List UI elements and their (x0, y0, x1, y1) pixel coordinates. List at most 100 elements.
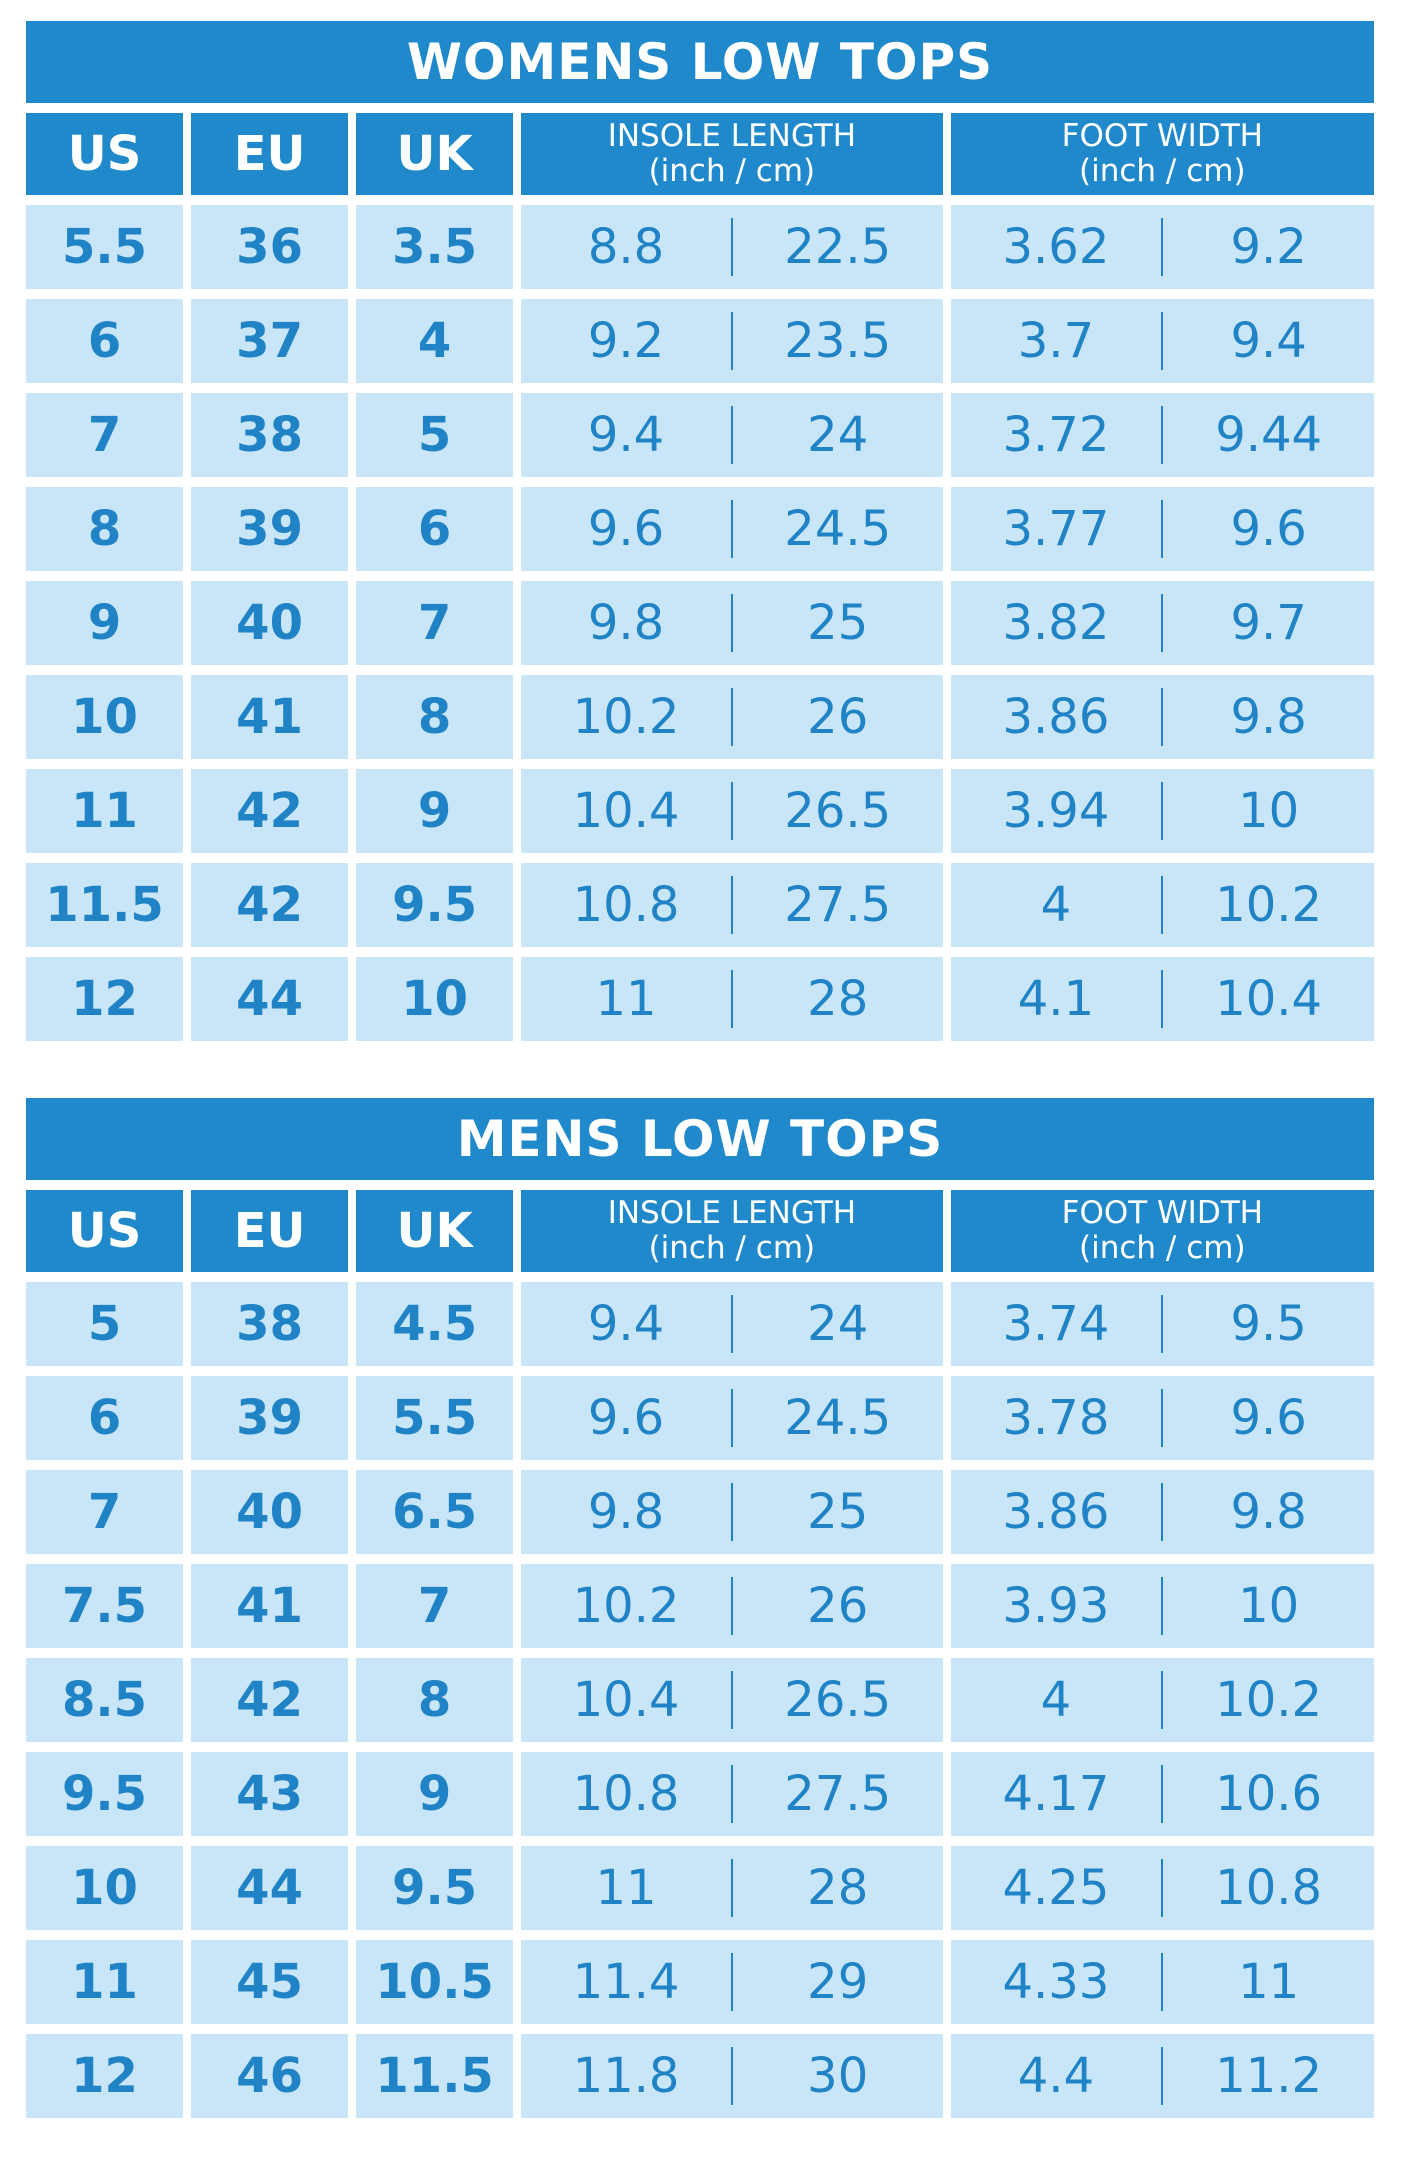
header-eu: EU (191, 113, 349, 195)
header-insole-unit: (inch / cm) (648, 153, 816, 189)
divider (730, 594, 733, 652)
insole-inch: 8.8 (587, 219, 665, 275)
divider (730, 688, 733, 746)
width-cm: 10.4 (1215, 971, 1323, 1027)
divider (1161, 782, 1164, 840)
insole-cm: 26.5 (784, 783, 892, 839)
table-row: 8.5 42 8 10.4 26.5 4 10.2 (26, 1658, 1374, 1742)
insole-cm: 25 (807, 1484, 869, 1540)
cell-foot-width: 3.93 10 (950, 1564, 1374, 1648)
cell-foot-width: 3.62 9.2 (950, 205, 1374, 289)
cell-uk: 9.5 (356, 1846, 514, 1930)
insole-inch: 11.8 (572, 2048, 680, 2104)
header-uk: UK (356, 113, 514, 195)
cell-us: 5 (26, 1282, 184, 1366)
cell-eu: 39 (191, 1376, 349, 1460)
cell-eu: 38 (191, 393, 349, 477)
width-cm: 11.2 (1215, 2048, 1323, 2104)
cell-insole-length: 9.8 25 (521, 1470, 943, 1554)
cell-insole-length: 10.8 27.5 (521, 863, 943, 947)
table-row: 10 41 8 10.2 26 3.86 9.8 (26, 675, 1374, 759)
insole-cm: 30 (807, 2048, 869, 2104)
cell-us: 6 (26, 299, 184, 383)
width-cm: 9.4 (1230, 313, 1307, 369)
cell-us: 11.5 (26, 863, 184, 947)
divider (730, 218, 733, 276)
divider (730, 1765, 733, 1823)
cell-us: 9.5 (26, 1752, 184, 1836)
cell-us: 9 (26, 581, 184, 665)
divider (1161, 876, 1164, 934)
width-inch: 3.86 (1002, 689, 1110, 745)
cell-us: 5.5 (26, 205, 184, 289)
cell-insole-length: 10.4 26.5 (521, 769, 943, 853)
cell-insole-length: 11.4 29 (521, 1940, 943, 2024)
table-row: 9.5 43 9 10.8 27.5 4.17 10.6 (26, 1752, 1374, 1836)
header-row: US EU UK INSOLE LENGTH (inch / cm) FOOT … (26, 1190, 1374, 1272)
divider (1161, 1859, 1164, 1917)
insole-inch: 10.4 (572, 1672, 680, 1728)
cell-insole-length: 10.2 26 (521, 675, 943, 759)
width-cm: 10 (1238, 783, 1300, 839)
divider (1161, 1765, 1164, 1823)
insole-cm: 24.5 (784, 1390, 892, 1446)
table-title: MENS LOW TOPS (26, 1098, 1374, 1180)
width-inch: 3.86 (1002, 1484, 1110, 1540)
header-us: US (26, 1190, 184, 1272)
cell-eu: 40 (191, 581, 349, 665)
width-inch: 4 (1040, 1672, 1072, 1728)
cell-uk: 10.5 (356, 1940, 514, 2024)
cell-foot-width: 4 10.2 (950, 1658, 1374, 1742)
insole-inch: 9.4 (587, 1296, 665, 1352)
width-inch: 3.62 (1002, 219, 1110, 275)
width-cm: 10 (1238, 1578, 1300, 1634)
width-inch: 3.74 (1002, 1296, 1110, 1352)
width-inch: 3.78 (1002, 1390, 1110, 1446)
header-width-label: FOOT WIDTH (1061, 118, 1263, 154)
divider (1161, 500, 1164, 558)
cell-us: 10 (26, 675, 184, 759)
table-row: 10 44 9.5 11 28 4.25 10.8 (26, 1846, 1374, 1930)
width-cm: 9.8 (1230, 689, 1307, 745)
cell-eu: 45 (191, 1940, 349, 2024)
womens-size-table: WOMENS LOW TOPS US EU UK INSOLE LENGTH (… (26, 21, 1374, 1041)
cell-insole-length: 9.6 24.5 (521, 487, 943, 571)
table-row: 11 42 9 10.4 26.5 3.94 10 (26, 769, 1374, 853)
cell-eu: 41 (191, 675, 349, 759)
cell-eu: 37 (191, 299, 349, 383)
header-insole-unit: (inch / cm) (648, 1230, 816, 1266)
width-cm: 9.2 (1230, 219, 1307, 275)
cell-insole-length: 9.2 23.5 (521, 299, 943, 383)
insole-inch: 9.6 (587, 1390, 665, 1446)
cell-uk: 10 (356, 957, 514, 1041)
cell-insole-length: 10.2 26 (521, 1564, 943, 1648)
cell-uk: 6 (356, 487, 514, 571)
header-eu: EU (191, 1190, 349, 1272)
width-cm: 10.2 (1215, 877, 1323, 933)
table-row: 12 46 11.5 11.8 30 4.4 11.2 (26, 2034, 1374, 2118)
table-row: 11 45 10.5 11.4 29 4.33 11 (26, 1940, 1374, 2024)
insole-inch: 10.8 (572, 1766, 680, 1822)
cell-uk: 4.5 (356, 1282, 514, 1366)
cell-insole-length: 8.8 22.5 (521, 205, 943, 289)
divider (1161, 406, 1164, 464)
cell-uk: 4 (356, 299, 514, 383)
cell-insole-length: 10.8 27.5 (521, 1752, 943, 1836)
divider (730, 970, 733, 1028)
table-row: 7 40 6.5 9.8 25 3.86 9.8 (26, 1470, 1374, 1554)
header-foot-width: FOOT WIDTH (inch / cm) (950, 113, 1374, 195)
insole-cm: 24 (807, 407, 869, 463)
cell-uk: 9 (356, 769, 514, 853)
table-title: WOMENS LOW TOPS (26, 21, 1374, 103)
divider (1161, 218, 1164, 276)
divider (1161, 594, 1164, 652)
cell-us: 7 (26, 1470, 184, 1554)
divider (1161, 688, 1164, 746)
header-insole-label: INSOLE LENGTH (607, 118, 857, 154)
cell-foot-width: 4.33 11 (950, 1940, 1374, 2024)
header-insole-label: INSOLE LENGTH (607, 1195, 857, 1231)
width-cm: 9.6 (1230, 501, 1307, 557)
insole-inch: 11 (595, 971, 657, 1027)
cell-insole-length: 9.6 24.5 (521, 1376, 943, 1460)
cell-foot-width: 4.25 10.8 (950, 1846, 1374, 1930)
